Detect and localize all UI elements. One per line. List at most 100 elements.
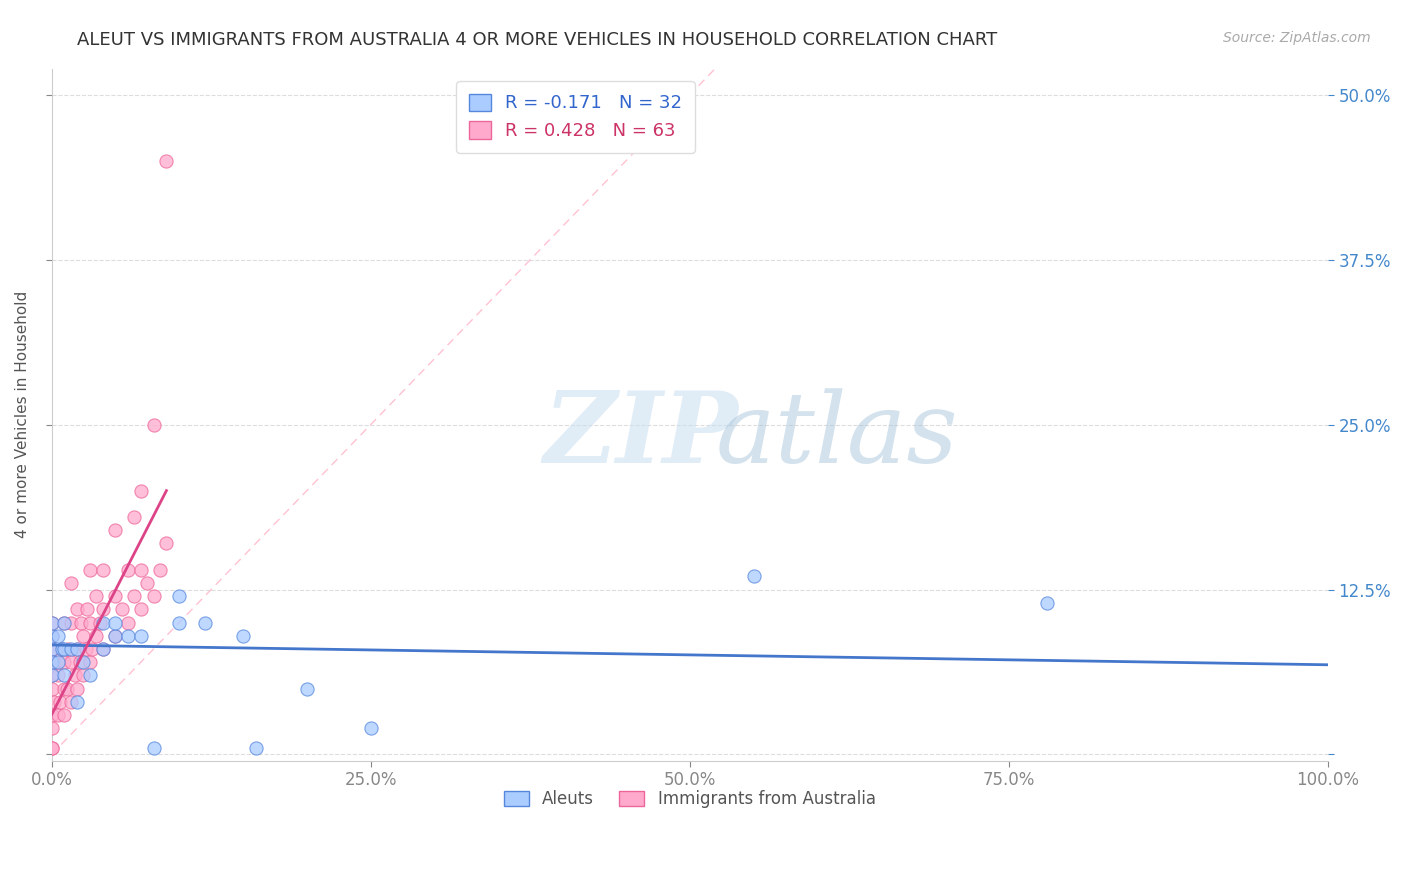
Point	[104, 589, 127, 603]
Point	[66, 642, 89, 657]
Point	[41, 721, 63, 735]
Point	[84, 629, 107, 643]
Point	[41, 642, 63, 657]
Point	[129, 483, 152, 498]
Text: Source: ZipAtlas.com: Source: ZipAtlas.com	[1223, 31, 1371, 45]
Point	[360, 721, 382, 735]
Point	[79, 615, 101, 630]
Point	[66, 695, 89, 709]
Point	[44, 655, 66, 669]
Text: ALEUT VS IMMIGRANTS FROM AUSTRALIA 4 OR MORE VEHICLES IN HOUSEHOLD CORRELATION C: ALEUT VS IMMIGRANTS FROM AUSTRALIA 4 OR …	[77, 31, 998, 49]
Point	[41, 668, 63, 682]
Point	[59, 655, 82, 669]
Point	[56, 681, 79, 696]
Point	[75, 642, 97, 657]
Point	[49, 695, 72, 709]
Point	[59, 642, 82, 657]
Point	[111, 602, 134, 616]
Point	[91, 642, 114, 657]
Point	[41, 655, 63, 669]
Point	[84, 589, 107, 603]
Point	[79, 668, 101, 682]
Point	[124, 510, 146, 524]
Point	[66, 602, 89, 616]
Point	[41, 668, 63, 682]
Point	[167, 615, 190, 630]
Point	[142, 417, 165, 432]
Point	[53, 615, 76, 630]
Point	[79, 655, 101, 669]
Point	[41, 740, 63, 755]
Point	[41, 615, 63, 630]
Point	[41, 655, 63, 669]
Point	[142, 740, 165, 755]
Point	[59, 576, 82, 591]
Point	[104, 523, 127, 537]
Point	[91, 563, 114, 577]
Point	[155, 153, 177, 168]
Point	[53, 655, 76, 669]
Point	[72, 655, 94, 669]
Point	[91, 602, 114, 616]
Point	[76, 602, 98, 616]
Text: atlas: atlas	[716, 388, 957, 483]
Point	[72, 629, 94, 643]
Point	[53, 642, 76, 657]
Point	[295, 681, 318, 696]
Point	[91, 642, 114, 657]
Point	[129, 629, 152, 643]
Point	[89, 615, 111, 630]
Point	[53, 707, 76, 722]
Point	[117, 615, 139, 630]
Point	[42, 695, 65, 709]
Point	[155, 536, 177, 550]
Point	[1036, 596, 1059, 610]
Point	[56, 642, 79, 657]
Point	[104, 629, 127, 643]
Point	[53, 615, 76, 630]
Point	[46, 668, 69, 682]
Point	[104, 615, 127, 630]
Point	[66, 642, 89, 657]
Point	[41, 629, 63, 643]
Y-axis label: 4 or more Vehicles in Household: 4 or more Vehicles in Household	[15, 291, 30, 539]
Point	[104, 629, 127, 643]
Point	[69, 655, 91, 669]
Point	[59, 615, 82, 630]
Point	[72, 668, 94, 682]
Point	[129, 563, 152, 577]
Point	[46, 707, 69, 722]
Point	[46, 629, 69, 643]
Point	[51, 642, 73, 657]
Point	[41, 615, 63, 630]
Point	[245, 740, 267, 755]
Point	[70, 615, 93, 630]
Point	[742, 569, 765, 583]
Point	[41, 642, 63, 657]
Point	[129, 602, 152, 616]
Point	[46, 655, 69, 669]
Point	[53, 681, 76, 696]
Point	[136, 576, 159, 591]
Point	[149, 563, 172, 577]
Legend: Aleuts, Immigrants from Australia: Aleuts, Immigrants from Australia	[498, 784, 882, 815]
Point	[124, 589, 146, 603]
Point	[194, 615, 217, 630]
Point	[63, 668, 86, 682]
Point	[51, 642, 73, 657]
Point	[82, 642, 104, 657]
Point	[41, 629, 63, 643]
Point	[91, 615, 114, 630]
Point	[167, 589, 190, 603]
Point	[117, 629, 139, 643]
Point	[41, 740, 63, 755]
Text: ZIP: ZIP	[543, 387, 738, 483]
Point	[66, 681, 89, 696]
Point	[117, 563, 139, 577]
Point	[232, 629, 254, 643]
Point	[53, 668, 76, 682]
Point	[79, 563, 101, 577]
Point	[41, 681, 63, 696]
Point	[59, 695, 82, 709]
Point	[142, 589, 165, 603]
